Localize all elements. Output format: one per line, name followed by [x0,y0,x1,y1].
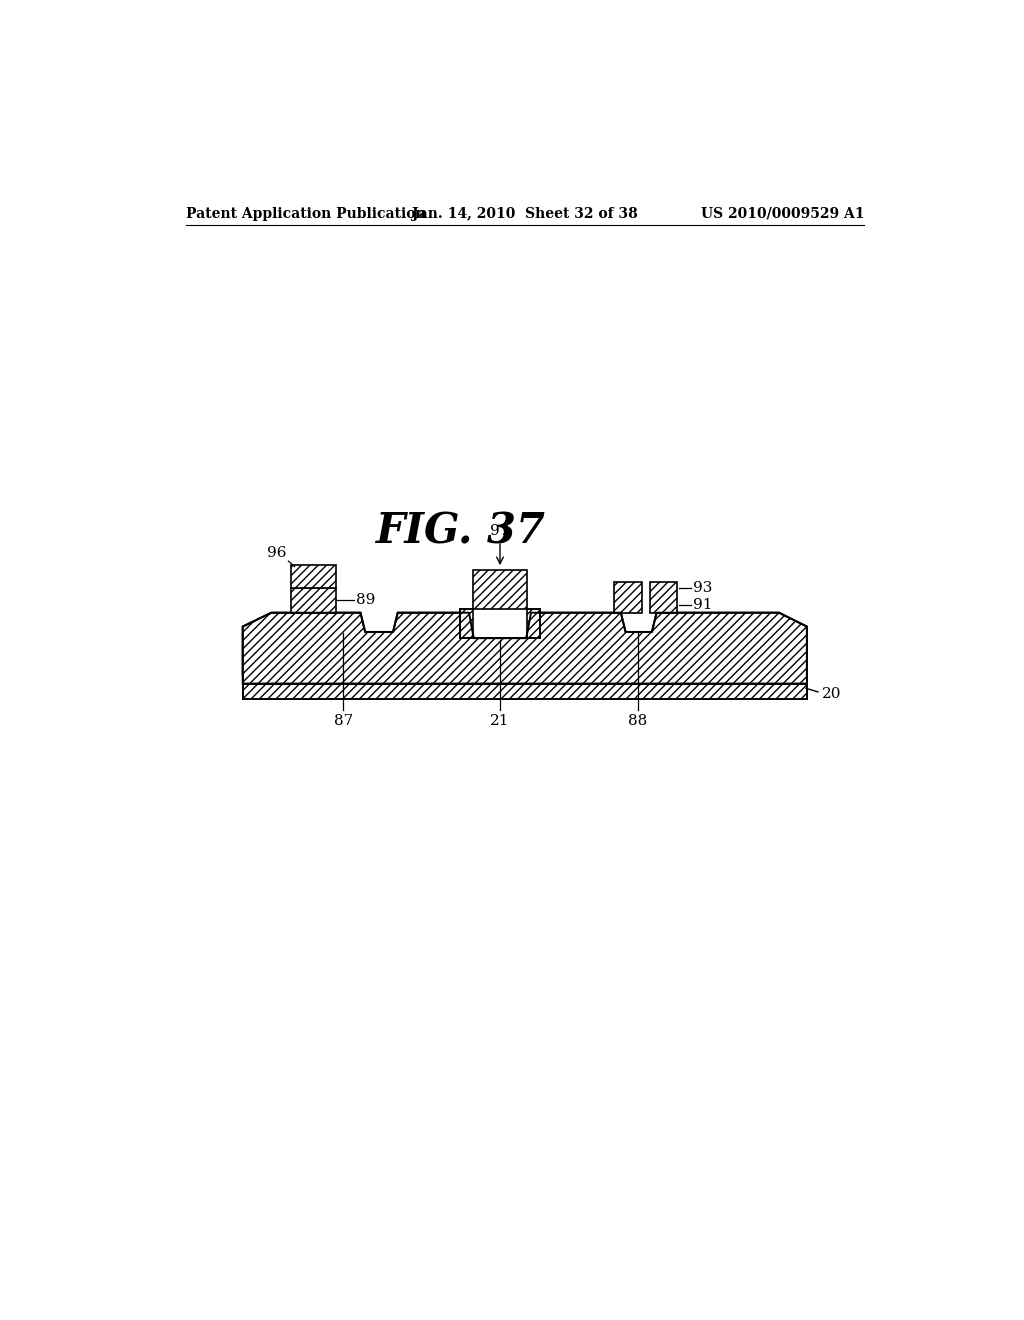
Text: 93: 93 [693,581,713,595]
Text: 89: 89 [356,594,375,607]
Text: 96: 96 [267,545,287,560]
Text: 88: 88 [629,714,647,729]
Text: Patent Application Publication: Patent Application Publication [186,207,426,220]
Polygon shape [243,684,807,700]
Polygon shape [649,582,678,612]
Polygon shape [473,570,527,609]
Text: 21: 21 [490,714,510,729]
Polygon shape [243,612,807,684]
Polygon shape [527,609,541,638]
Text: 20: 20 [822,688,842,701]
Text: 97: 97 [490,524,510,539]
Text: FIG. 37: FIG. 37 [376,511,546,553]
Text: Jan. 14, 2010  Sheet 32 of 38: Jan. 14, 2010 Sheet 32 of 38 [412,207,638,220]
Polygon shape [614,582,642,612]
Text: 91: 91 [693,598,713,612]
Polygon shape [291,589,336,612]
Text: 87: 87 [334,714,353,729]
Text: US 2010/0009529 A1: US 2010/0009529 A1 [700,207,864,220]
Polygon shape [291,565,336,589]
Polygon shape [460,609,473,638]
